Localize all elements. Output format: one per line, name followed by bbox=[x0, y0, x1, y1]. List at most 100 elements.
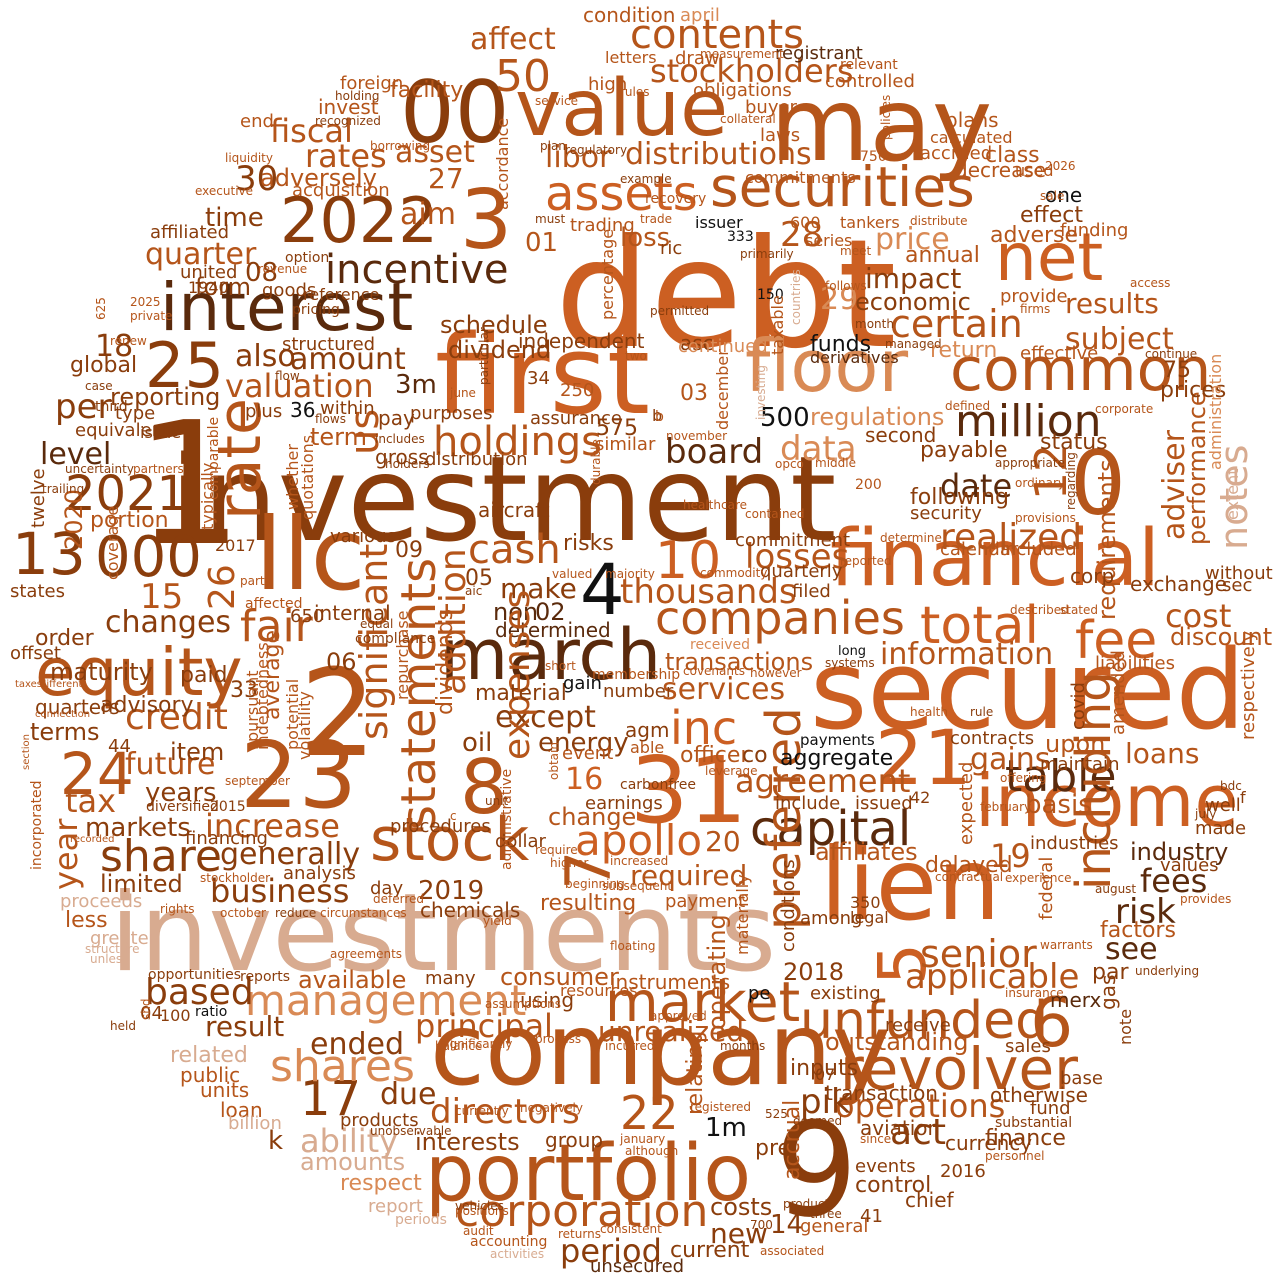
word-energy: energy bbox=[538, 728, 629, 758]
word-condition: condition bbox=[583, 3, 676, 27]
word-end: end bbox=[240, 111, 274, 132]
word-product: product bbox=[783, 1197, 830, 1211]
word-1940: 1940 bbox=[188, 278, 229, 297]
word-equivalents: equivalents bbox=[75, 420, 180, 441]
word-quarters: quarters bbox=[35, 695, 120, 719]
word-structure: structure bbox=[85, 942, 140, 956]
word-order: order bbox=[35, 626, 94, 651]
word-tax: tax bbox=[65, 782, 117, 820]
word-finance: finance bbox=[985, 1126, 1066, 1151]
word-assets: assets bbox=[545, 166, 698, 222]
word-private: private bbox=[130, 309, 173, 323]
word-recovery: recovery bbox=[645, 191, 707, 207]
word-changes: changes bbox=[105, 605, 232, 640]
word-00: 00 bbox=[400, 63, 510, 163]
word-issued: issued bbox=[855, 793, 913, 814]
word-data: data bbox=[780, 429, 857, 469]
word-upon: upon bbox=[1045, 730, 1106, 758]
word-returns: returns bbox=[558, 1227, 601, 1241]
word-shd: shd bbox=[139, 998, 153, 1020]
word-healthcare: healthcare bbox=[683, 498, 747, 512]
word-maturity: maturity bbox=[50, 658, 153, 686]
word-recorded: recorded bbox=[70, 834, 115, 845]
word-factors: factors bbox=[1100, 918, 1176, 943]
word-return: return bbox=[930, 338, 998, 363]
word-report: report bbox=[368, 1196, 423, 1217]
word-experience: experience bbox=[1005, 871, 1072, 885]
word-plans: plans bbox=[945, 108, 999, 132]
word-first: first bbox=[435, 311, 650, 439]
word-equity: equity bbox=[35, 634, 243, 711]
word-secured: secured bbox=[810, 626, 1246, 754]
word-include: include bbox=[775, 793, 841, 814]
word-three: three bbox=[810, 1207, 842, 1221]
word-34: 34 bbox=[527, 368, 550, 389]
word-unsecured: unsecured bbox=[590, 1256, 685, 1277]
word-dollar: dollar bbox=[495, 831, 546, 852]
word-36: 36 bbox=[290, 398, 316, 422]
word-gross: gross bbox=[375, 445, 429, 469]
word-public: public bbox=[180, 1063, 241, 1087]
word-portion: portion bbox=[90, 508, 169, 533]
word-17: 17 bbox=[300, 1071, 362, 1127]
word-31: 31 bbox=[630, 737, 748, 844]
word-within: within bbox=[320, 398, 375, 419]
word-quarter: quarter bbox=[145, 237, 257, 272]
word-26: 26 bbox=[202, 564, 243, 610]
word-llc: llc bbox=[255, 496, 366, 613]
word-23: 23 bbox=[240, 722, 358, 829]
word-750: 750 bbox=[860, 149, 887, 165]
word-share: share bbox=[100, 831, 222, 882]
word-continue: continue bbox=[1145, 347, 1198, 361]
word-example: example bbox=[620, 172, 672, 186]
word-since: since bbox=[860, 1132, 892, 1146]
word-valued: valued bbox=[552, 567, 593, 581]
word-payable: payable bbox=[920, 438, 1008, 463]
word-k: k bbox=[268, 1126, 284, 1156]
word-carbonfree: carbonfree bbox=[620, 777, 696, 793]
word-firms: firms bbox=[1020, 302, 1051, 316]
word-greater: greater bbox=[90, 928, 157, 949]
word-valuation: valuation bbox=[225, 367, 374, 405]
word-fees: fees bbox=[1140, 862, 1208, 900]
word-controlled: controlled bbox=[825, 71, 915, 92]
word-current: current bbox=[670, 1238, 750, 1263]
word-value: value bbox=[515, 64, 729, 154]
word-provide: provide bbox=[1000, 286, 1068, 307]
word-600: 600 bbox=[790, 213, 821, 232]
word-two: two bbox=[625, 349, 647, 363]
word-fair: fair bbox=[240, 601, 313, 652]
word-repurchase: repurchase bbox=[393, 610, 412, 700]
word-related: related bbox=[170, 1043, 248, 1068]
word-price: price bbox=[875, 222, 950, 257]
word-relevant: relevant bbox=[840, 57, 898, 73]
word-accordance: accordance bbox=[493, 117, 512, 210]
word-offering: offering bbox=[1000, 771, 1047, 785]
word-amended: amended bbox=[1108, 650, 1129, 735]
word-adversely: adversely bbox=[260, 164, 377, 192]
word-ratio: ratio bbox=[195, 1004, 228, 1020]
word-billion: billion bbox=[228, 1113, 282, 1134]
word-earnings: earnings bbox=[585, 793, 663, 814]
word-net: net bbox=[995, 219, 1104, 296]
word-administrative: administrative bbox=[499, 768, 515, 870]
word-maintain: maintain bbox=[1040, 754, 1120, 775]
word-floor: floor bbox=[745, 324, 909, 408]
word-05: 05 bbox=[465, 566, 493, 591]
word-industry: industry bbox=[1130, 838, 1229, 866]
word-debt: debt bbox=[555, 208, 897, 382]
word-2016: 2016 bbox=[940, 1161, 986, 1182]
word-business: business bbox=[210, 872, 350, 910]
word-merx: merx bbox=[1050, 988, 1102, 1012]
word-united: united bbox=[180, 262, 238, 283]
word-holding: holding bbox=[335, 89, 380, 103]
word-25: 25 bbox=[145, 329, 224, 402]
word-february: february bbox=[980, 800, 1032, 814]
word-42: 42 bbox=[910, 788, 931, 807]
word-insurance: insurance bbox=[1005, 986, 1064, 1000]
word-required: required bbox=[630, 859, 748, 892]
word-issuer: issuer bbox=[695, 213, 743, 232]
word-principal: principal bbox=[415, 1007, 553, 1045]
word-2018: 2018 bbox=[783, 958, 845, 986]
word-buyer: buyer bbox=[745, 97, 797, 118]
